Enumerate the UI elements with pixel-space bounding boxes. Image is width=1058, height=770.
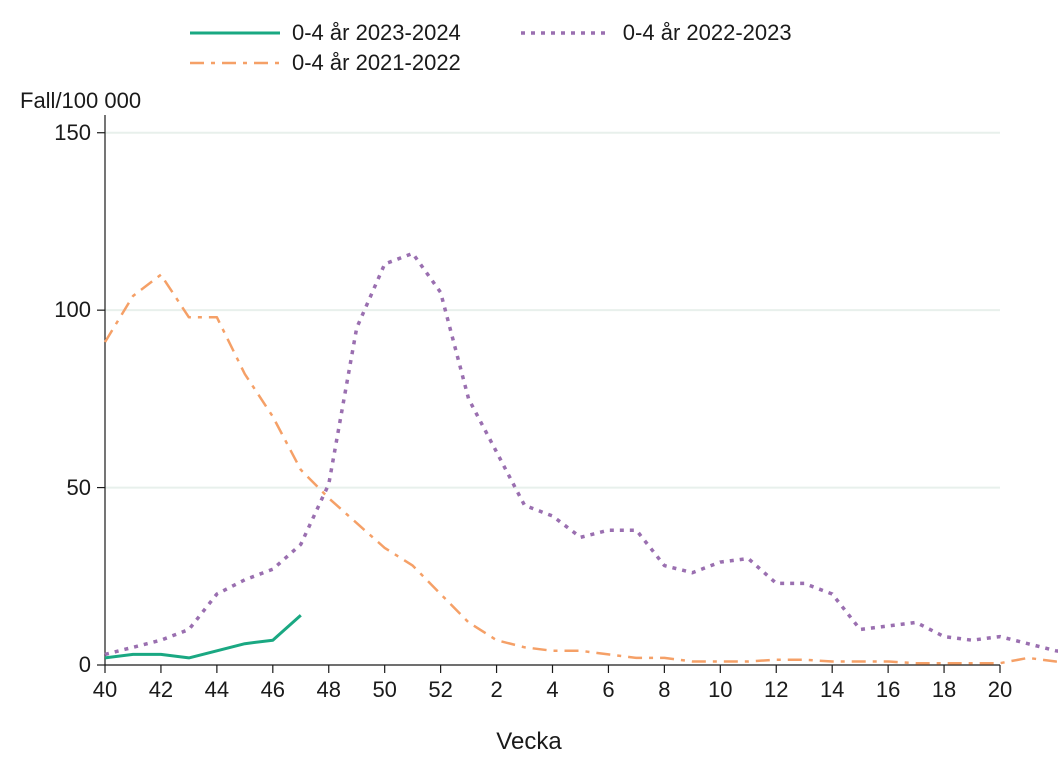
legend-swatch-1	[521, 18, 611, 48]
x-axis-label: Vecka	[0, 728, 1058, 756]
x-tick-label: 50	[365, 677, 405, 703]
legend-label-1: 0-4 år 2022-2023	[623, 20, 792, 46]
x-tick-label: 12	[756, 677, 796, 703]
legend-swatch-0	[190, 18, 280, 48]
legend-item-1: 0-4 år 2022-2023	[521, 18, 792, 48]
series-line	[105, 615, 301, 658]
y-axis-label: Fall/100 000	[20, 88, 141, 114]
y-tick-label: 50	[67, 475, 91, 501]
chart-svg	[0, 0, 1058, 770]
x-tick-label: 2	[477, 677, 517, 703]
legend: 0-4 år 2023-2024 0-4 år 2022-2023 0-4 år…	[190, 18, 852, 78]
x-tick-label: 44	[197, 677, 237, 703]
series-line	[105, 253, 1058, 665]
x-tick-label: 42	[141, 677, 181, 703]
x-tick-label: 48	[309, 677, 349, 703]
x-tick-label: 14	[812, 677, 852, 703]
x-tick-label: 16	[868, 677, 908, 703]
legend-swatch-2	[190, 48, 280, 78]
legend-label-2: 0-4 år 2021-2022	[292, 50, 461, 76]
legend-label-0: 0-4 år 2023-2024	[292, 20, 461, 46]
x-tick-label: 8	[644, 677, 684, 703]
y-tick-label: 150	[54, 120, 91, 146]
x-tick-label: 18	[924, 677, 964, 703]
legend-item-2: 0-4 år 2021-2022	[190, 48, 461, 78]
x-tick-label: 10	[700, 677, 740, 703]
chart-container: 0-4 år 2023-2024 0-4 år 2022-2023 0-4 år…	[0, 0, 1058, 770]
y-tick-label: 0	[79, 652, 91, 678]
x-tick-label: 20	[980, 677, 1020, 703]
x-tick-label: 6	[588, 677, 628, 703]
x-tick-label: 4	[533, 677, 573, 703]
x-tick-label: 40	[85, 677, 125, 703]
legend-item-0: 0-4 år 2023-2024	[190, 18, 461, 48]
y-tick-label: 100	[54, 297, 91, 323]
x-tick-label: 46	[253, 677, 293, 703]
series-line	[105, 275, 1058, 664]
x-tick-label: 52	[421, 677, 461, 703]
